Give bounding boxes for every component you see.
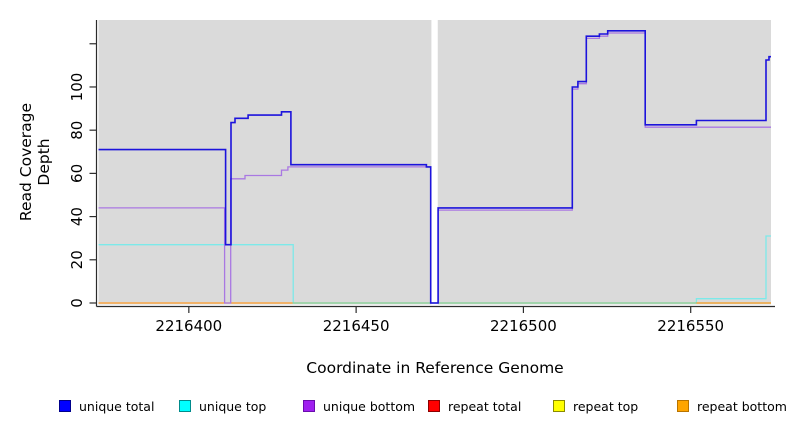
legend-label: repeat top [573, 398, 639, 414]
legend-item-repeat-bottom: repeat bottom [677, 398, 787, 414]
legend-swatch-repeat-total [428, 400, 440, 412]
y-tick-label: 80 [68, 121, 86, 140]
x-tick-label: 2216550 [657, 317, 724, 335]
legend-swatch-unique-bottom [303, 400, 315, 412]
x-tick-label: 2216450 [323, 317, 390, 335]
legend-item-repeat-total: repeat total [428, 398, 521, 414]
legend-swatch-repeat-bottom [677, 400, 689, 412]
legend-item-unique-top: unique top [179, 398, 266, 414]
y-tick-label: 20 [68, 250, 86, 269]
legend-item-repeat-top: repeat top [553, 398, 638, 414]
legend-swatch-unique-top [179, 400, 191, 412]
legend-label: repeat bottom [697, 398, 787, 414]
legend-item-unique-total: unique total [59, 398, 154, 414]
y-tick-label: 40 [68, 207, 86, 226]
series-unique-top [98, 235, 771, 304]
legend-label: repeat total [448, 398, 522, 414]
series-unique-total [98, 30, 771, 304]
legend-swatch-unique-total [59, 400, 71, 412]
y-tick-label: 100 [68, 73, 86, 102]
legend-label: unique top [199, 398, 267, 414]
x-tick-label: 2216500 [490, 317, 557, 335]
legend: unique total unique top unique bottom repea… [0, 398, 792, 418]
legend-swatch-repeat-top [553, 400, 565, 412]
y-tick-label: 60 [68, 164, 86, 183]
x-tick-label: 2216400 [155, 317, 222, 335]
legend-item-unique-bottom: unique bottom [303, 398, 415, 414]
no-data-gap-band [431, 20, 438, 305]
y-axis-title: Read Coverage Depth [17, 102, 53, 222]
y-tick-label: 0 [68, 298, 86, 308]
legend-label: unique bottom [323, 398, 416, 414]
legend-label: unique total [79, 398, 155, 414]
x-axis-title: Coordinate in Reference Genome [306, 359, 564, 377]
